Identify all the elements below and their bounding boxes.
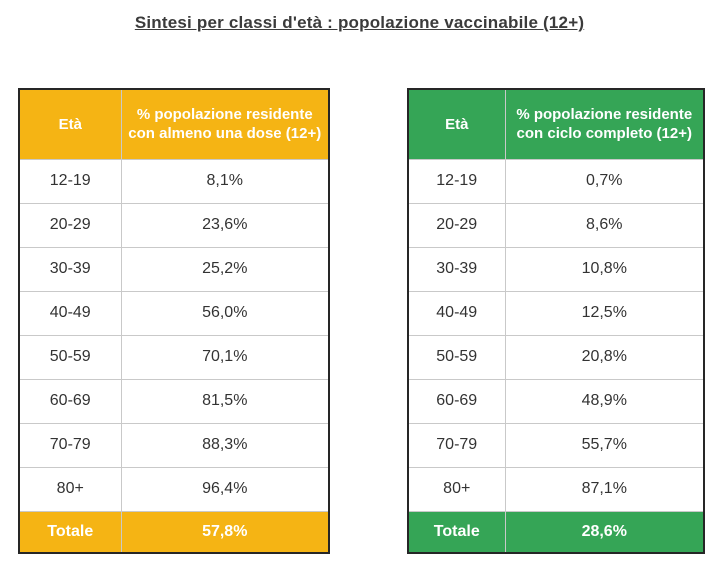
total-label: Totale xyxy=(407,510,506,554)
column-header-age: Età xyxy=(407,88,506,160)
total-value: 28,6% xyxy=(504,510,705,554)
age-cell: 70-79 xyxy=(18,422,122,468)
value-cell: 88,3% xyxy=(120,422,330,468)
table-complete-cycle: Età % popolazione residente con ciclo co… xyxy=(407,88,705,554)
page-title: Sintesi per classi d'età : popolazione v… xyxy=(134,13,585,32)
value-cell: 56,0% xyxy=(120,290,330,336)
value-cell: 10,8% xyxy=(504,246,705,292)
table-row: 50-59 70,1% xyxy=(18,334,330,380)
age-cell: 50-59 xyxy=(18,334,122,380)
age-cell: 30-39 xyxy=(18,246,122,292)
table-row: 12-19 8,1% xyxy=(18,158,330,204)
table-row: 80+ 87,1% xyxy=(407,466,705,512)
table-row: 60-69 48,9% xyxy=(407,378,705,424)
value-cell: 8,1% xyxy=(120,158,330,204)
value-cell: 87,1% xyxy=(504,466,705,512)
table-row: 80+ 96,4% xyxy=(18,466,330,512)
value-cell: 25,2% xyxy=(120,246,330,292)
value-cell: 23,6% xyxy=(120,202,330,248)
age-cell: 80+ xyxy=(407,466,506,512)
table-row: 40-49 56,0% xyxy=(18,290,330,336)
table-row: 12-19 0,7% xyxy=(407,158,705,204)
header-row: Età % popolazione residente con almeno u… xyxy=(18,88,330,160)
table-row: 20-29 8,6% xyxy=(407,202,705,248)
age-cell: 80+ xyxy=(18,466,122,512)
table-row: 40-49 12,5% xyxy=(407,290,705,336)
table-row: 30-39 10,8% xyxy=(407,246,705,292)
age-cell: 20-29 xyxy=(18,202,122,248)
value-cell: 55,7% xyxy=(504,422,705,468)
value-cell: 8,6% xyxy=(504,202,705,248)
column-header-age: Età xyxy=(18,88,122,160)
table-row: 20-29 23,6% xyxy=(18,202,330,248)
age-cell: 12-19 xyxy=(18,158,122,204)
value-cell: 48,9% xyxy=(504,378,705,424)
value-cell: 96,4% xyxy=(120,466,330,512)
total-label: Totale xyxy=(18,510,122,554)
age-cell: 20-29 xyxy=(407,202,506,248)
age-cell: 40-49 xyxy=(18,290,122,336)
table-row: 70-79 55,7% xyxy=(407,422,705,468)
age-cell: 60-69 xyxy=(18,378,122,424)
value-cell: 20,8% xyxy=(504,334,705,380)
total-row: Totale 28,6% xyxy=(407,510,705,554)
column-header-complete-cycle-pct: % popolazione residente con ciclo comple… xyxy=(504,88,705,160)
age-cell: 60-69 xyxy=(407,378,506,424)
value-cell: 81,5% xyxy=(120,378,330,424)
total-row: Totale 57,8% xyxy=(18,510,330,554)
value-cell: 12,5% xyxy=(504,290,705,336)
header-row: Età % popolazione residente con ciclo co… xyxy=(407,88,705,160)
table-row: 70-79 88,3% xyxy=(18,422,330,468)
table-row: 30-39 25,2% xyxy=(18,246,330,292)
table-first-dose: Età % popolazione residente con almeno u… xyxy=(18,88,330,554)
age-cell: 30-39 xyxy=(407,246,506,292)
value-cell: 70,1% xyxy=(120,334,330,380)
column-header-first-dose-pct: % popolazione residente con almeno una d… xyxy=(120,88,330,160)
table-row: 60-69 81,5% xyxy=(18,378,330,424)
age-cell: 40-49 xyxy=(407,290,506,336)
age-cell: 50-59 xyxy=(407,334,506,380)
age-cell: 70-79 xyxy=(407,422,506,468)
value-cell: 0,7% xyxy=(504,158,705,204)
total-value: 57,8% xyxy=(120,510,330,554)
age-cell: 12-19 xyxy=(407,158,506,204)
table-row: 50-59 20,8% xyxy=(407,334,705,380)
